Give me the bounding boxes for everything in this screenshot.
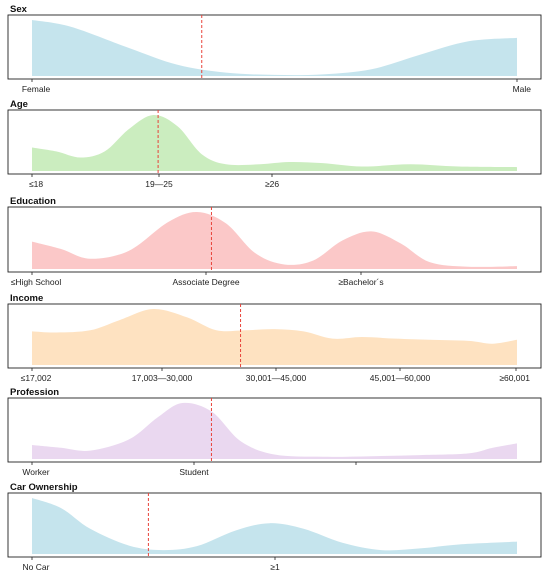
panel-car-ownership: Car Ownership No Car ≥1 [7,482,542,572]
panel-profession: Profession Worker Student [7,387,542,477]
panel-sex: Sex Female Male [7,4,542,94]
panel-education: Education ≤High School Associate Degree ≥Ba… [7,196,542,287]
tick-label: ≤18 [29,179,43,189]
tick-label: Associate Degree [172,277,239,287]
tick-label: ≥60,001 [499,373,530,383]
panel-title: Sex [10,4,28,15]
tick-label: No Car [23,562,50,572]
tick-label: ≥26 [265,179,279,189]
tick-label: ≤17,002 [21,373,52,383]
tick-label: 17,003—30,000 [132,373,193,383]
density-area [32,20,517,76]
panel-age: Age ≤18 19—25 ≥26 [7,99,542,189]
panel-title: Car Ownership [10,482,78,493]
density-area [32,211,517,269]
panel-title: Age [10,99,28,110]
panel-title: Profession [10,387,59,398]
density-area [32,114,517,171]
panel-title: Education [10,196,56,207]
tick-label: Male [513,84,532,94]
tick-label: 30,001—45,000 [246,373,307,383]
density-area [32,308,517,365]
panel-income: Income ≤17,002 17,003—30,000 30,001—45,000 4… [7,293,542,383]
tick-label: ≥Bachelor´s [338,277,383,287]
tick-label: 45,001—60,000 [370,373,431,383]
density-area [32,402,517,459]
tick-label: Female [22,84,51,94]
density-area [32,498,517,554]
panel-title: Income [10,293,43,304]
tick-label: 19—25 [145,179,173,189]
tick-label: ≥1 [270,562,280,572]
tick-label: ≤High School [11,277,62,287]
tick-label: Student [179,467,209,477]
tick-label: Worker [22,467,49,477]
